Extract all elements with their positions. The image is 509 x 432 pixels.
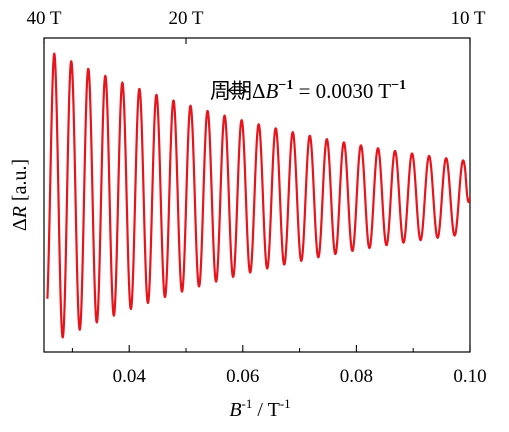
y-axis-title-delta: Δ [9, 218, 31, 231]
y-axis-title-unit: [a.u.] [9, 159, 31, 206]
period-arrow [227, 85, 247, 95]
x-axis-ticks: 0.04 0.06 0.08 0.10 [71, 345, 487, 387]
x-tick-label: 0.10 [453, 366, 486, 387]
annotation-unit-exp: −1 [391, 78, 406, 93]
series-layer [46, 52, 470, 339]
top-tick-label: 20 T [168, 8, 203, 29]
x-tick-label: 0.06 [226, 366, 259, 387]
top-tick-label: 10 T [450, 8, 485, 29]
y-axis-title-var: R [9, 206, 31, 219]
series-line [46, 52, 470, 339]
x-tick-label: 0.04 [113, 366, 147, 387]
annotation-delta: Δ [252, 79, 266, 103]
x-axis-title: B-1 / T-1 [229, 396, 290, 421]
x-axis-title-exp: -1 [242, 396, 253, 411]
period-arrow-head-right [240, 85, 247, 95]
period-arrow-head-left [227, 85, 234, 95]
x-axis-title-var: B [229, 399, 241, 421]
y-axis-title: ΔR [a.u.] [9, 159, 31, 231]
plot-frame [43, 37, 471, 353]
annotation-equals: = 0.0030 T [293, 79, 391, 103]
annotation-exp: −1 [278, 78, 293, 93]
x-axis-title-unit-exp: -1 [280, 396, 291, 411]
x-tick-label: 0.08 [340, 366, 373, 387]
top-axis-labels: 40 T 20 T 10 T [26, 8, 486, 44]
top-tick-label: 40 T [26, 8, 61, 29]
x-axis-title-sep: / [252, 399, 267, 421]
x-axis-title-unit: T [268, 399, 280, 421]
period-annotation: 周期ΔB−1 = 0.0030 T−1 [210, 78, 406, 103]
annotation-var: B [266, 79, 279, 103]
annotation-prefix: 周期 [210, 79, 252, 103]
